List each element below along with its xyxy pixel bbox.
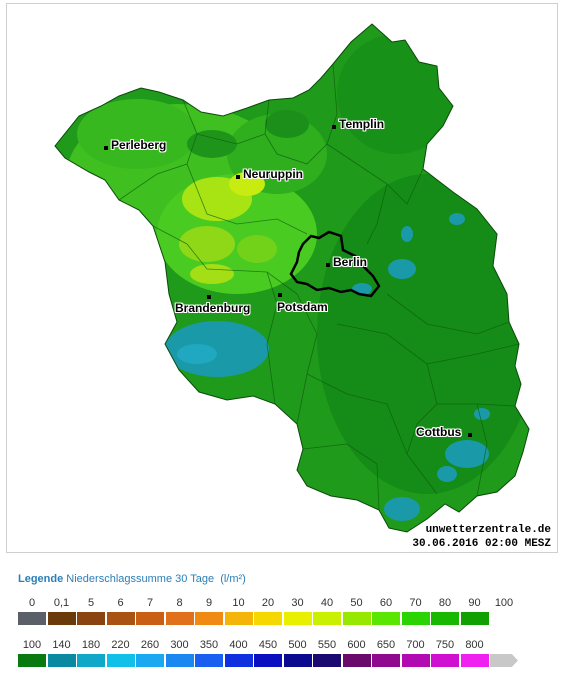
- legend-label: 500: [288, 639, 307, 651]
- credit-timestamp: 30.06.2016 02:00 MESZ: [412, 538, 551, 550]
- legend-swatches-row-1: [0, 612, 566, 625]
- city-label-berlin: Berlin: [333, 255, 368, 269]
- city-label-cottbus: Cottbus: [416, 425, 462, 439]
- legend-swatch: [372, 612, 400, 625]
- legend-swatch: [342, 654, 371, 667]
- legend-label: 9: [205, 597, 213, 609]
- legend-swatch: [490, 654, 518, 667]
- legend-swatch: [195, 654, 223, 667]
- city-label-brandenburg: Brandenburg: [175, 301, 251, 315]
- city-label-neuruppin: Neuruppin: [243, 167, 303, 181]
- legend-label: 220: [111, 639, 130, 651]
- legend-swatch: [372, 654, 400, 667]
- legend-label: 400: [229, 639, 248, 651]
- legend-swatch: [283, 654, 312, 667]
- legend-label: 6: [117, 597, 124, 609]
- legend-label: 40: [320, 597, 334, 609]
- city-label-templin: Templin: [339, 117, 385, 131]
- legend-label: 90: [468, 597, 481, 609]
- berlin-border: [289, 230, 381, 298]
- legend-swatch: [431, 612, 459, 625]
- legend-header: Legende Niederschlagssumme 30 Tage (l/m²…: [18, 573, 246, 585]
- legend-swatch: [313, 654, 341, 667]
- legend-label: 600: [347, 639, 366, 651]
- legend-swatch: [165, 612, 194, 625]
- legend-label: 350: [199, 639, 219, 651]
- legend-label: 450: [258, 639, 278, 651]
- legend-swatch: [342, 612, 371, 625]
- legend-label: 50: [350, 597, 363, 609]
- district-borders: [118, 63, 520, 511]
- legend-swatch: [460, 612, 489, 625]
- legend-label: 20: [261, 597, 275, 609]
- legend-swatch: [47, 654, 76, 667]
- legend-swatch: [106, 654, 135, 667]
- potsdam-marker: [278, 293, 282, 297]
- legend-swatch: [431, 654, 459, 667]
- legend-swatch: [165, 654, 194, 667]
- templin-marker: [332, 125, 336, 129]
- legend-label: 700: [406, 639, 425, 651]
- legend-swatch: [254, 654, 282, 667]
- legend-swatch: [283, 612, 312, 625]
- legend-label: 260: [140, 639, 160, 651]
- legend-label: 70: [409, 597, 422, 609]
- legend-labels-row-1: 0 0,1 5 6 7 8 9 10 20 30 40 50 60 70 80 90 100: [0, 597, 566, 611]
- legend-label: 750: [435, 639, 455, 651]
- legend-label: 100: [494, 597, 514, 609]
- cottbus-marker: [468, 433, 472, 437]
- legend-label: 300: [170, 639, 189, 651]
- legend-label: 550: [317, 639, 337, 651]
- legend-label: 180: [81, 639, 101, 651]
- city-label-potsdam: Potsdam: [277, 300, 328, 314]
- legend-swatch: [136, 654, 164, 667]
- legend-swatch: [136, 612, 164, 625]
- legend-swatch: [18, 612, 46, 625]
- legend-labels-row-2: 100 140 180 220 260 300 350 400 450 500 550 600 650 7…: [0, 639, 566, 653]
- city-label-perleberg: Perleberg: [111, 138, 167, 152]
- legend-label: 5: [87, 597, 95, 609]
- legend-label: 650: [376, 639, 396, 651]
- legend-label: 60: [379, 597, 393, 609]
- legend-swatch: [18, 654, 46, 667]
- legend-swatch: [47, 612, 76, 625]
- legend-swatches-row-2: [0, 654, 566, 667]
- legend-swatch: [106, 612, 135, 625]
- legend-label: 800: [465, 639, 484, 651]
- perleberg-marker: [104, 146, 108, 150]
- legend-label: 8: [176, 597, 183, 609]
- legend-unit: (l/m²): [220, 573, 246, 585]
- legend-label: 30: [291, 597, 304, 609]
- precipitation-map[interactable]: Perleberg Templin Neuruppin Berlin Potsd…: [6, 3, 558, 553]
- legend-label: 10: [232, 597, 245, 609]
- legend-swatch: [401, 612, 430, 625]
- legend-swatch: [254, 612, 282, 625]
- legend-swatch: [77, 612, 105, 625]
- brandenburg-map-graphic: [54, 23, 530, 533]
- legend-label: 80: [438, 597, 452, 609]
- legend-swatch: [313, 612, 341, 625]
- legend-title: Legende: [18, 573, 64, 585]
- berlin-marker: [326, 263, 330, 267]
- legend-subtitle: Niederschlagssumme 30 Tage: [66, 573, 215, 585]
- legend-swatch: [77, 654, 105, 667]
- legend-swatch: [401, 654, 430, 667]
- legend-label: 140: [52, 639, 71, 651]
- legend-label: 0,1: [53, 597, 70, 609]
- legend-swatch: [224, 654, 253, 667]
- legend-swatch: [224, 612, 253, 625]
- legend-label: 100: [22, 639, 42, 651]
- neuruppin-marker: [236, 175, 240, 179]
- legend-label: 7: [146, 597, 154, 609]
- brandenburg-marker: [207, 295, 211, 299]
- credit-site: unwetterzentrale.de: [425, 524, 551, 536]
- legend-swatch: [460, 654, 489, 667]
- legend-label: 0: [28, 597, 36, 609]
- legend-swatch: [195, 612, 223, 625]
